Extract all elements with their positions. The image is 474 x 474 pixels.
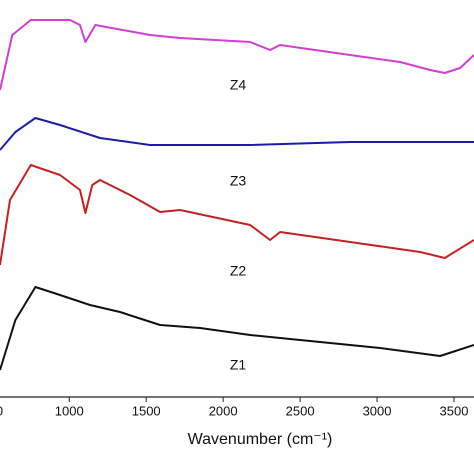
line-series	[0, 286, 474, 371]
annotation: Z2	[230, 263, 247, 279]
x-tick-label: 3000	[363, 403, 392, 418]
x-tick-label: 2000	[209, 403, 238, 418]
annotation: Z3	[230, 173, 247, 189]
x-tick-label: 500	[0, 403, 3, 418]
line-series	[0, 19, 474, 91]
annotation: Z4	[230, 77, 247, 93]
x-tick-label: 3500	[440, 403, 469, 418]
x-axis-label: Wavenumber (cm⁻¹)	[188, 431, 333, 448]
x-tick-label: 1000	[55, 403, 84, 418]
x-tick-label: 1500	[132, 403, 161, 418]
line-series	[0, 117, 474, 151]
annotation: Z1	[230, 357, 247, 373]
x-tick-label: 2500	[286, 403, 315, 418]
line-series	[0, 164, 474, 266]
